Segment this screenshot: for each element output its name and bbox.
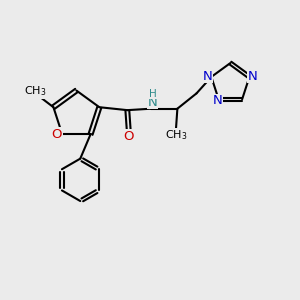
Text: CH$_3$: CH$_3$: [24, 84, 46, 98]
Text: O: O: [124, 130, 134, 143]
Text: N: N: [148, 96, 158, 109]
Text: CH$_3$: CH$_3$: [165, 128, 187, 142]
Text: O: O: [52, 128, 62, 141]
Text: N: N: [212, 94, 222, 107]
Text: N: N: [203, 70, 213, 83]
Text: H: H: [149, 89, 157, 99]
Text: N: N: [248, 70, 258, 83]
